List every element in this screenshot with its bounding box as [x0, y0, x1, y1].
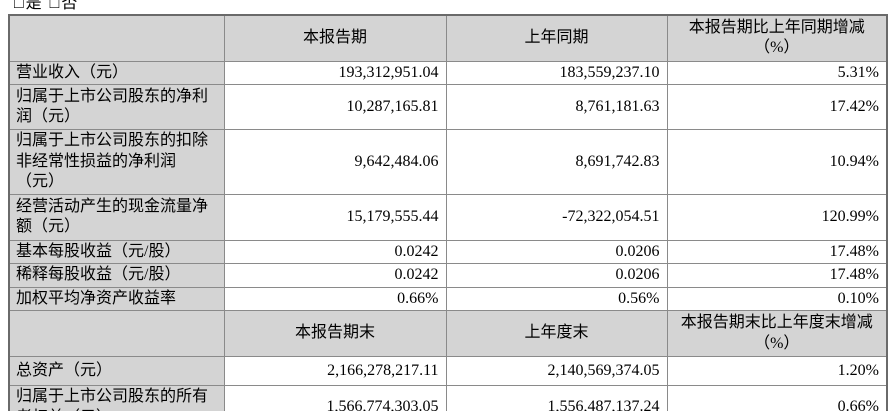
row-change-value: 17.48% — [666, 239, 888, 265]
row-prior-value: 8,691,742.83 — [445, 129, 668, 195]
row-change-value: 5.31% — [666, 60, 888, 86]
period-header-row: 本报告期 上年同期 本报告期比上年同期增减 （%） — [8, 14, 888, 62]
row-current-value: 0.0242 — [223, 263, 447, 288]
row-current-value: 0.0242 — [223, 239, 447, 265]
row-current-value: 193,312,951.04 — [223, 60, 447, 86]
row-label: 稀释每股收益（元/股） — [8, 263, 225, 288]
row-change-value: 10.94% — [666, 129, 888, 195]
row-prior-value: -72,322,054.51 — [445, 193, 668, 241]
row-label: 归属于上市公司股东的所有 者权益（元） — [8, 385, 225, 411]
financial-summary-table: 本报告期 上年同期 本报告期比上年同期增减 （%） 营业收入（元） 193,31… — [8, 14, 888, 411]
yes-no-checkbox-text: □是 □否 — [14, 0, 80, 12]
row-current-value: 1,566,774,303.05 — [223, 385, 447, 411]
row-label: 经营活动产生的现金流量净 额（元） — [8, 193, 225, 241]
row-change-value: 1.20% — [666, 356, 888, 387]
row-prior-value: 0.0206 — [445, 263, 668, 288]
row-current-value: 9,642,484.06 — [223, 129, 447, 195]
header-current-period: 本报告期 — [223, 14, 447, 62]
table-row-shareholders-equity: 归属于上市公司股东的所有 者权益（元） 1,566,774,303.05 1,5… — [8, 385, 888, 411]
row-label: 加权平均净资产收益率 — [8, 286, 225, 312]
row-label: 基本每股收益（元/股） — [8, 239, 225, 265]
header-empty-cell — [8, 14, 225, 62]
row-prior-value: 183,559,237.10 — [445, 60, 668, 86]
header-prior-year-end: 上年度末 — [445, 310, 668, 358]
table-row-diluted-eps: 稀释每股收益（元/股） 0.0242 0.0206 17.48% — [8, 263, 888, 288]
row-label: 归属于上市公司股东的扣除 非经常性损益的净利润 （元） — [8, 129, 225, 195]
row-prior-value: 0.56% — [445, 286, 668, 312]
row-change-value: 0.66% — [666, 385, 888, 411]
header-prior-period: 上年同期 — [445, 14, 668, 62]
table-row-total-assets: 总资产（元） 2,166,278,217.11 2,140,569,374.05… — [8, 356, 888, 387]
header-period-change: 本报告期比上年同期增减 （%） — [666, 14, 888, 62]
row-change-value: 17.48% — [666, 263, 888, 288]
row-label: 营业收入（元） — [8, 60, 225, 86]
row-label: 总资产（元） — [8, 356, 225, 387]
header-period-end-change: 本报告期末比上年度末增减 （%） — [666, 310, 888, 358]
row-prior-value: 2,140,569,374.05 — [445, 356, 668, 387]
row-change-value: 17.42% — [666, 84, 888, 131]
table-row-weighted-roe: 加权平均净资产收益率 0.66% 0.56% 0.10% — [8, 286, 888, 312]
table-row-revenue: 营业收入（元） 193,312,951.04 183,559,237.10 5.… — [8, 60, 888, 86]
table-row-net-profit: 归属于上市公司股东的净利 润（元） 10,287,165.81 8,761,18… — [8, 84, 888, 131]
row-current-value: 15,179,555.44 — [223, 193, 447, 241]
row-current-value: 2,166,278,217.11 — [223, 356, 447, 387]
row-prior-value: 1,556,487,137.24 — [445, 385, 668, 411]
row-change-value: 0.10% — [666, 286, 888, 312]
table-row-basic-eps: 基本每股收益（元/股） 0.0242 0.0206 17.48% — [8, 239, 888, 265]
row-label: 归属于上市公司股东的净利 润（元） — [8, 84, 225, 131]
row-change-value: 120.99% — [666, 193, 888, 241]
header-current-period-end: 本报告期末 — [223, 310, 447, 358]
row-prior-value: 8,761,181.63 — [445, 84, 668, 131]
table-row-operating-cash-flow: 经营活动产生的现金流量净 额（元） 15,179,555.44 -72,322,… — [8, 193, 888, 241]
row-prior-value: 0.0206 — [445, 239, 668, 265]
row-current-value: 10,287,165.81 — [223, 84, 447, 131]
header-empty-cell — [8, 310, 225, 358]
period-end-header-row: 本报告期末 上年度末 本报告期末比上年度末增减 （%） — [8, 310, 888, 358]
table-row-net-profit-excl-nonrecurring: 归属于上市公司股东的扣除 非经常性损益的净利润 （元） 9,642,484.06… — [8, 129, 888, 195]
row-current-value: 0.66% — [223, 286, 447, 312]
